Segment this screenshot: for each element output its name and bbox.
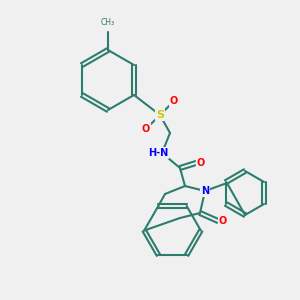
Text: O: O [142,124,150,134]
Text: N: N [201,186,209,196]
Text: S: S [156,110,164,120]
Text: H-N: H-N [148,148,168,158]
Text: CH₃: CH₃ [101,18,115,27]
Text: O: O [219,216,227,226]
Text: O: O [170,96,178,106]
Text: O: O [197,158,205,168]
